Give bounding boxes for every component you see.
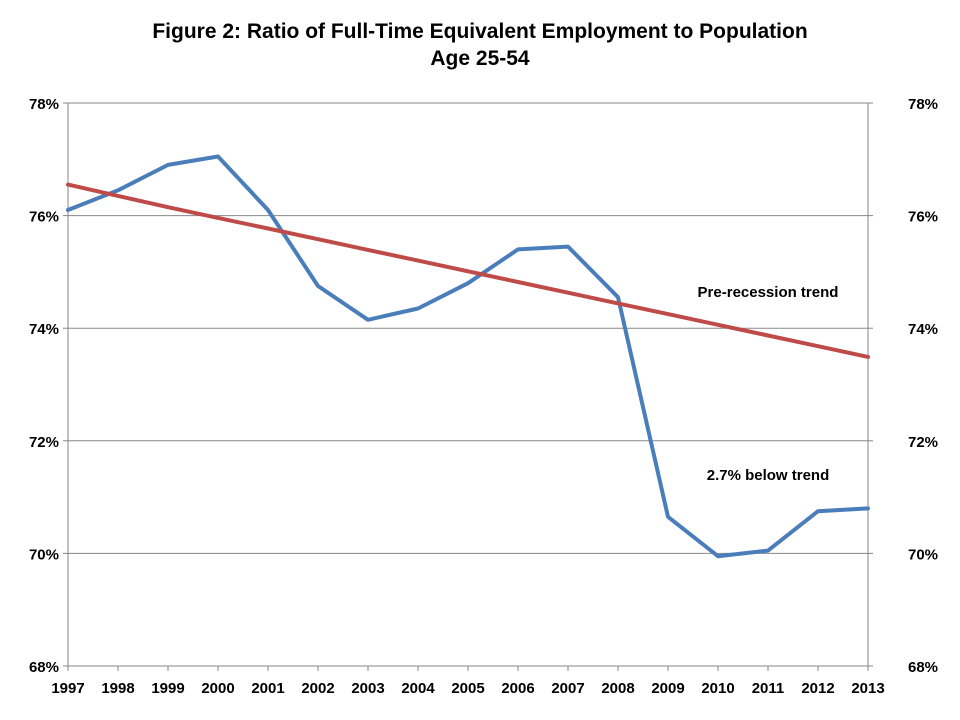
chart-title: Figure 2: Ratio of Full-Time Equivalent …	[152, 20, 808, 43]
y-tick-label-left: 76%	[29, 209, 59, 226]
y-tick-label-left: 72%	[29, 434, 59, 451]
y-tick-label-right: 74%	[908, 321, 938, 338]
y-tick-label-left: 68%	[29, 659, 59, 676]
y-tick-label-left: 74%	[29, 321, 59, 338]
x-tick-label: 2007	[551, 680, 584, 697]
x-tick-label: 2005	[451, 680, 484, 697]
y-tick-label-left: 78%	[29, 96, 59, 113]
series-line-trend	[66, 182, 870, 359]
x-tick-label: 2001	[251, 680, 284, 697]
x-tick-label: 1999	[151, 680, 184, 697]
x-tick-label: 2009	[651, 680, 684, 697]
x-tick-label: 2011	[752, 680, 785, 697]
x-tick-label: 2008	[601, 680, 634, 697]
x-tick-label: 2004	[401, 680, 435, 697]
chart-subtitle: Age 25-54	[430, 47, 530, 70]
x-tick-label: 1997	[51, 680, 84, 697]
x-tick-label: 2006	[501, 680, 534, 697]
x-tick-label: 2000	[201, 680, 234, 697]
x-tick-label: 2012	[801, 680, 834, 697]
x-tick-label: 1998	[101, 680, 134, 697]
annotation-trend-label: Pre-recession trend	[698, 284, 839, 301]
x-tick-label: 2002	[301, 680, 334, 697]
series-line-employment-ratio	[66, 154, 870, 559]
x-tick-label: 2013	[851, 680, 884, 697]
y-tick-label-right: 68%	[908, 659, 938, 676]
y-tick-label-right: 72%	[908, 434, 938, 451]
x-tick-label: 2010	[701, 680, 734, 697]
y-tick-label-left: 70%	[29, 546, 59, 563]
y-tick-label-right: 78%	[908, 96, 938, 113]
annotation-below-trend: 2.7% below trend	[707, 467, 830, 484]
y-tick-label-right: 76%	[908, 209, 938, 226]
y-tick-label-right: 70%	[908, 546, 938, 563]
x-tick-label: 2003	[351, 680, 384, 697]
